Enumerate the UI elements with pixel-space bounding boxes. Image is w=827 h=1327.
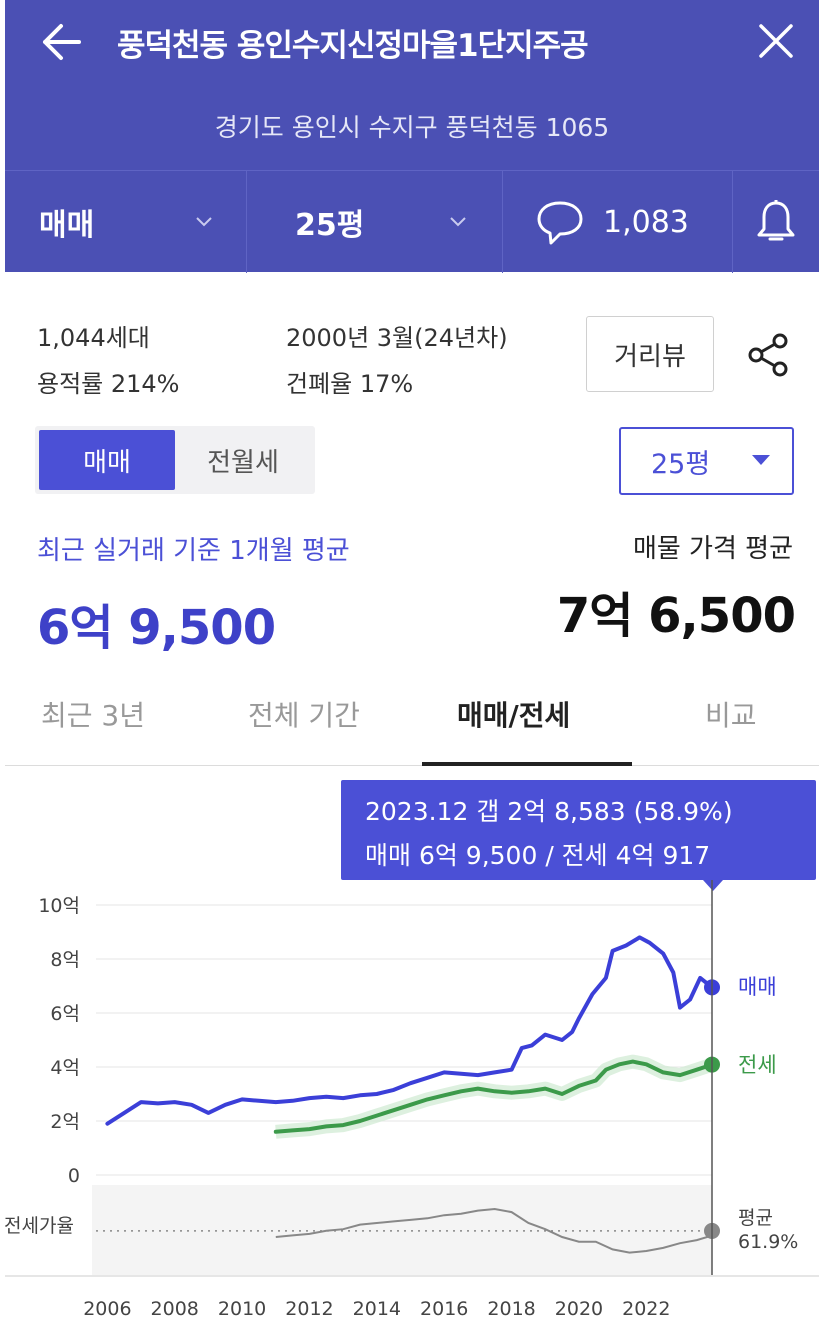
jeonse-price-line — [273, 1059, 714, 1134]
complex-title: 풍덕천동 용인수지신정마을1단지주공 — [117, 28, 589, 64]
app-header: 풍덕천동 용인수지신정마을1단지주공 경기도 용인시 수지구 풍덕천동 1065… — [5, 0, 819, 273]
households: 1,044세대 — [37, 324, 150, 352]
y-tick-label: 4억 — [50, 1057, 80, 1079]
size-select[interactable]: 25평 — [619, 427, 794, 495]
recent-price-value: 6억 9,500 — [37, 600, 276, 656]
bell-icon — [757, 200, 795, 241]
x-tick-label: 2012 — [285, 1298, 333, 1320]
built-date: 2000년 3월(24년차) — [286, 324, 508, 352]
coverage-ratio: 건폐율 17% — [286, 370, 414, 398]
back-arrow-icon[interactable] — [37, 20, 83, 64]
tab-all-period[interactable]: 전체 기간 — [248, 699, 360, 732]
chart-tabs: 최근 3년 전체 기간 매매/전세 비교 — [5, 676, 819, 766]
x-tick-label: 2016 — [420, 1298, 468, 1320]
price-chart-svg: 10억 8억 6억 4억 2억 0 2006 2008 2010 2012 2014 2016 201… — [4, 880, 819, 1320]
deal-type-label: 매매 — [39, 208, 95, 243]
comment-count: 1,083 — [603, 204, 689, 240]
tooltip-gap-line: 2023.12 갭 2억 8,583 (58.9%) — [365, 797, 733, 826]
x-tick-label: 2018 — [487, 1298, 535, 1320]
size-dropdown[interactable]: 25평 — [247, 171, 503, 273]
chevron-down-icon — [196, 217, 212, 227]
speech-bubble-icon — [537, 201, 583, 245]
tooltip-pointer — [703, 880, 723, 891]
ratio-avg-value: 61.9% — [738, 1231, 798, 1253]
listing-price-caption: 매물 가격 평균 — [632, 534, 793, 564]
active-tab-indicator — [422, 762, 632, 766]
y-tick-label: 10억 — [38, 895, 80, 917]
listing-price-value: 7억 6,500 — [556, 588, 796, 644]
street-view-button[interactable]: 거리뷰 — [586, 316, 714, 392]
y-tick-label: 2억 — [50, 1111, 80, 1133]
x-tick-label: 2010 — [218, 1298, 266, 1320]
alert-button[interactable] — [733, 171, 819, 273]
legend-jeonse: 전세 — [738, 1053, 777, 1077]
size-select-value: 25평 — [651, 448, 711, 480]
tooltip-price-line: 매매 6억 9,500 / 전세 4억 917 — [365, 841, 711, 870]
price-chart[interactable]: 10억 8억 6억 4억 2억 0 2006 2008 2010 2012 2014 2016 201… — [0, 880, 827, 1327]
close-icon[interactable] — [755, 20, 797, 62]
share-icon[interactable] — [746, 332, 792, 378]
x-tick-label: 2022 — [622, 1298, 670, 1320]
x-tick-label: 2006 — [83, 1298, 131, 1320]
x-tick-label: 2008 — [151, 1298, 199, 1320]
ratio-panel-label: 전세가율 — [4, 1215, 74, 1237]
header-filter-bar: 매매 25평 1,083 — [5, 170, 819, 273]
deal-type-dropdown[interactable]: 매매 — [5, 171, 247, 273]
chart-tooltip: 2023.12 갭 2억 8,583 (58.9%) 매매 6억 9,500 /… — [341, 780, 816, 891]
header-top-row: 풍덕천동 용인수지신정마을1단지주공 — [5, 0, 819, 84]
y-tick-label: 8억 — [50, 949, 80, 971]
comments-button[interactable]: 1,083 — [503, 171, 733, 273]
recent-price-caption: 최근 실거래 기준 1개월 평균 — [37, 536, 350, 566]
tab-compare[interactable]: 비교 — [705, 699, 757, 732]
y-tick-label: 6억 — [50, 1003, 80, 1025]
ratio-panel-bg — [92, 1185, 712, 1275]
caret-down-icon — [752, 455, 770, 465]
tab-sale-vs-jeonse[interactable]: 매매/전세 — [457, 699, 571, 732]
ratio-line — [275, 1207, 713, 1254]
x-tick-label: 2020 — [555, 1298, 603, 1320]
deal-segment-control: 매매 전월세 — [35, 426, 315, 494]
ratio-avg-label: 평균 — [738, 1207, 773, 1229]
complex-address: 경기도 용인시 수지구 풍덕천동 1065 — [214, 113, 610, 142]
size-label: 25평 — [295, 208, 365, 243]
chevron-down-icon — [450, 217, 466, 227]
segment-sale[interactable]: 매매 — [39, 430, 175, 490]
floor-area-ratio: 용적률 214% — [37, 370, 180, 398]
tab-recent-3y[interactable]: 최근 3년 — [41, 699, 145, 732]
segment-rent[interactable]: 전월세 — [207, 447, 279, 478]
sale-price-line — [105, 935, 714, 1126]
legend-sale: 매매 — [738, 975, 777, 999]
y-tick-label: 0 — [68, 1165, 80, 1187]
x-tick-label: 2014 — [353, 1298, 401, 1320]
